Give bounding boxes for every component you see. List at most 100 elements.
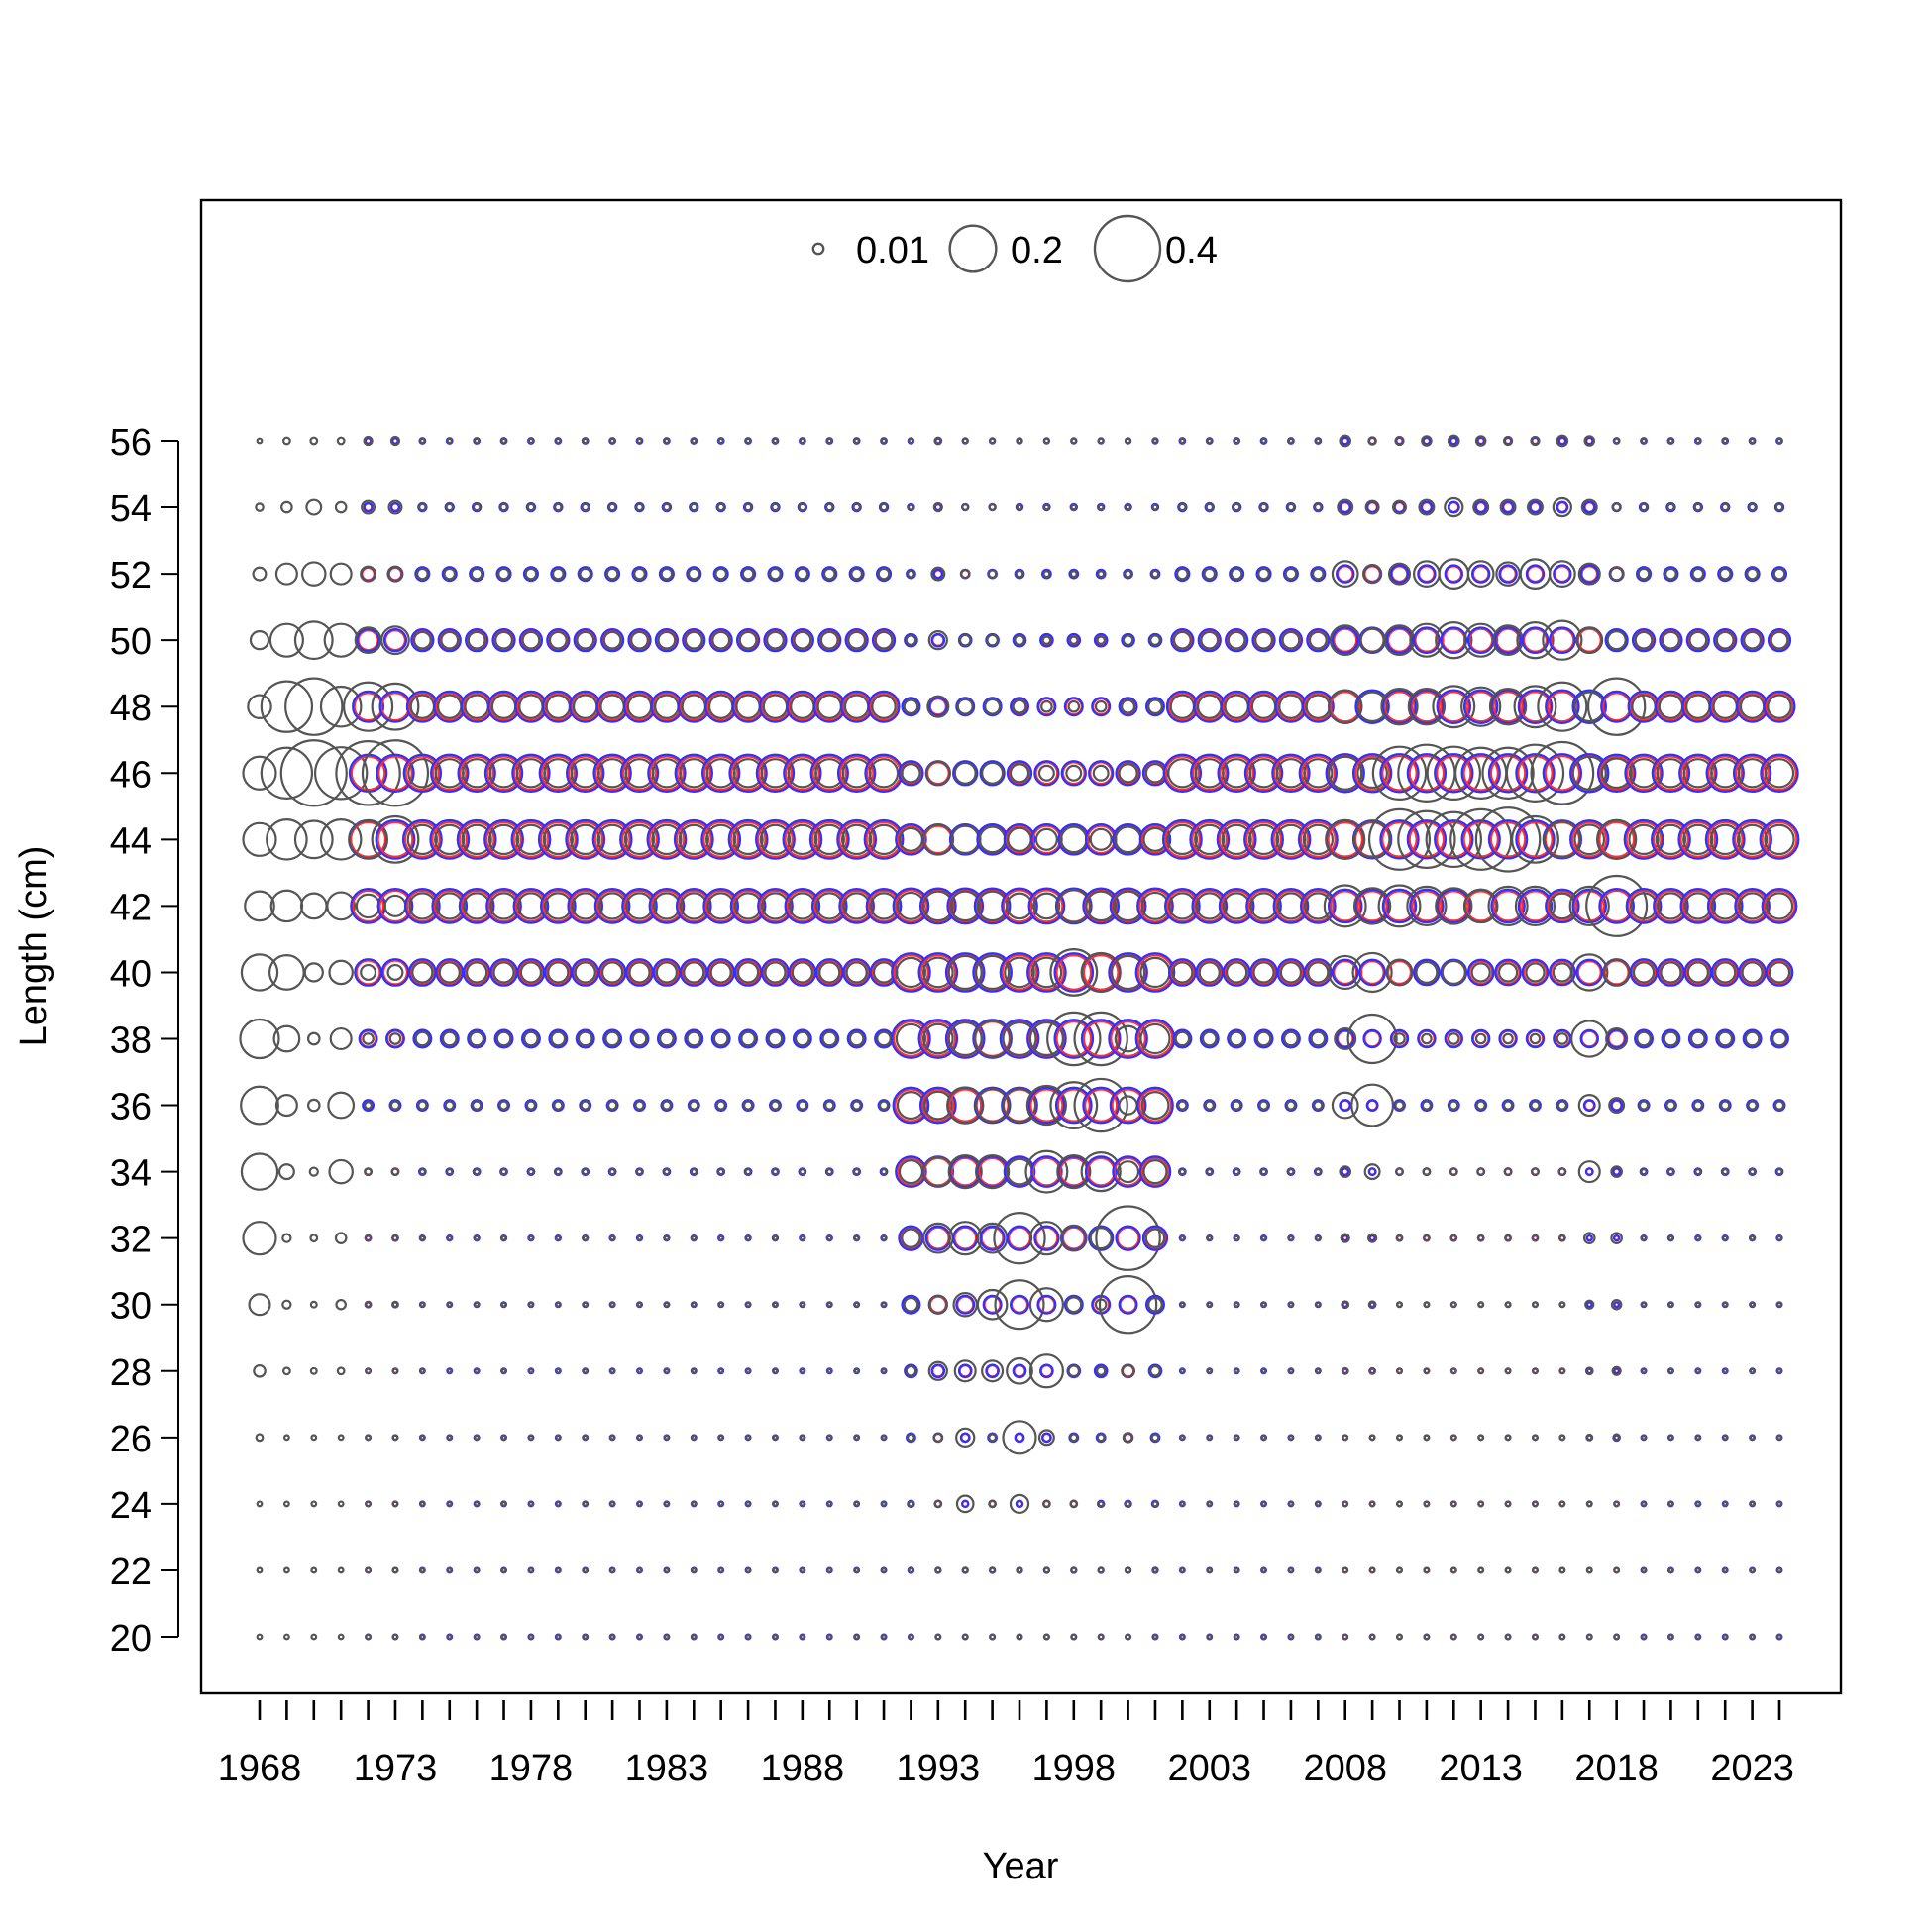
- bubble-observed: [489, 892, 518, 920]
- bubble-expected-b: [1136, 887, 1174, 925]
- bubble-observed: [874, 630, 894, 650]
- bubble-observed: [386, 565, 404, 583]
- bubble-expected-b: [1440, 626, 1468, 654]
- bubble-observed: [419, 1301, 426, 1308]
- bubble-expected-b: [518, 628, 544, 653]
- bubble-observed: [1393, 1032, 1406, 1045]
- bubble-expected-b: [979, 760, 1006, 787]
- bubble-observed: [1366, 1233, 1378, 1243]
- bubble-expected-a: [431, 755, 468, 792]
- bubble-expected-b: [404, 888, 441, 924]
- bubble-observed: [416, 567, 429, 581]
- bubble-expected-a: [1381, 754, 1418, 792]
- bubble-observed: [1125, 437, 1132, 445]
- bubble-observed: [1474, 1032, 1487, 1045]
- bubble-expected-b: [1068, 568, 1080, 580]
- bubble-expected-b: [441, 566, 458, 583]
- bubble-observed: [1776, 1634, 1782, 1640]
- bubble-observed: [1407, 688, 1447, 726]
- bubble-observed: [635, 1168, 644, 1176]
- y-tick-label: 50: [110, 621, 152, 663]
- bubble-expected-b: [1571, 888, 1608, 924]
- bubble-observed: [380, 625, 410, 656]
- bubble-expected-a: [1383, 691, 1416, 723]
- bubble-observed: [371, 814, 420, 864]
- bubble-observed: [1628, 823, 1660, 856]
- bubble-observed: [1315, 1367, 1322, 1374]
- bubble-observed: [473, 1168, 481, 1176]
- bubble-observed: [631, 1030, 648, 1047]
- bubble-observed: [1474, 435, 1487, 447]
- bubble-observed: [691, 1434, 698, 1441]
- bubble-expected-a: [948, 1088, 983, 1123]
- bubble-expected-b: [1170, 628, 1195, 653]
- bubble-observed: [1352, 887, 1392, 925]
- bubble-observed: [1200, 630, 1220, 650]
- bubble-observed: [1749, 1367, 1756, 1374]
- bubble-expected-a: [1279, 629, 1302, 652]
- bubble-expected-b: [1521, 958, 1550, 987]
- bubble-observed: [1557, 1234, 1566, 1242]
- bubble-observed: [337, 1633, 345, 1641]
- bubble-observed: [907, 569, 915, 579]
- bubble-expected-b: [621, 888, 658, 924]
- bubble-expected-b: [738, 1028, 759, 1049]
- bubble-observed: [1147, 1296, 1163, 1313]
- bubble-expected-a: [1522, 959, 1549, 985]
- bubble-observed: [1144, 1228, 1166, 1248]
- bubble-observed: [1121, 1363, 1135, 1379]
- bubble-expected-b: [850, 1099, 864, 1113]
- bubble-observed: [1367, 1300, 1377, 1310]
- bubble-observed: [528, 1301, 534, 1308]
- bubble-expected-b: [495, 566, 512, 583]
- bubble-expected-b: [410, 628, 435, 653]
- bubble-observed: [444, 1100, 455, 1111]
- bubble-expected-b: [792, 1028, 812, 1049]
- bubble-expected-b: [959, 1432, 971, 1444]
- bubble-expected-a: [593, 820, 631, 858]
- bubble-observed: [1449, 1434, 1457, 1442]
- bubble-expected-b: [1653, 888, 1689, 924]
- bubble-observed: [961, 1566, 969, 1574]
- bubble-observed: [361, 739, 430, 807]
- bubble-observed: [526, 502, 536, 512]
- bubble-observed: [1692, 1100, 1703, 1111]
- bubble-expected-b: [1436, 888, 1472, 924]
- bubble-expected-b: [904, 1363, 918, 1379]
- bubble-observed: [1288, 1301, 1294, 1308]
- bubble-observed: [1350, 1083, 1395, 1127]
- bubble-expected-b: [1036, 697, 1057, 717]
- bubble-expected-a: [622, 889, 657, 923]
- bubble-expected-b: [1251, 628, 1276, 653]
- bubble-expected-a: [1654, 889, 1688, 923]
- bubble-observed: [1694, 1634, 1701, 1640]
- bubble-observed: [446, 1367, 453, 1374]
- bubble-expected-b: [1771, 566, 1788, 583]
- bubble-observed: [280, 500, 293, 514]
- bubble-expected-b: [765, 1028, 786, 1049]
- bubble-expected-b: [1434, 753, 1474, 794]
- bubble-expected-b: [1147, 632, 1163, 648]
- bubble-observed: [988, 1499, 998, 1509]
- bubble-observed: [600, 961, 624, 984]
- bubble-observed: [742, 1100, 754, 1111]
- bubble-observed: [391, 1633, 399, 1641]
- bubbles-layer: [239, 434, 1800, 1641]
- bubble-expected-a: [1468, 959, 1494, 985]
- bubble-observed: [554, 502, 563, 512]
- bubble-observed: [1657, 892, 1685, 920]
- bubble-observed: [772, 437, 779, 445]
- bubble-expected-a: [574, 629, 596, 652]
- bubble-observed: [1606, 630, 1627, 651]
- bubble-observed: [1602, 958, 1631, 987]
- bubble-observed: [555, 1634, 562, 1640]
- bubble-observed: [1222, 892, 1251, 920]
- bubble-observed: [1334, 1026, 1357, 1051]
- bubble-observed: [497, 567, 510, 581]
- bubble-observed: [473, 437, 481, 445]
- bubble-expected-b: [1026, 952, 1067, 993]
- bubble-expected-a: [1169, 959, 1196, 986]
- bubble-observed: [1024, 1149, 1069, 1194]
- bubble-expected-b: [1494, 958, 1522, 987]
- bubble-observed: [1449, 1100, 1459, 1111]
